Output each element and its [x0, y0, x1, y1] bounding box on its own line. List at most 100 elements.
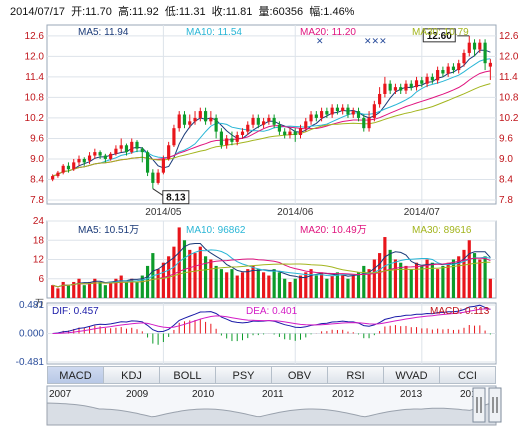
candle-up: [251, 117, 255, 125]
candle-down: [362, 117, 366, 129]
volume-bar-up: [56, 288, 60, 298]
volume-bar-up: [462, 249, 466, 298]
candle-down: [293, 131, 297, 136]
candle-up: [77, 158, 81, 163]
volume-bar-down: [277, 272, 281, 298]
volume-bar-down: [472, 253, 477, 298]
candle-down: [230, 138, 234, 142]
volume-bar-down: [135, 281, 139, 298]
quote-volume: 量:60356: [258, 6, 304, 18]
price-axis-left-label: 7.8: [30, 195, 44, 206]
volume-legend-ma20: MA20: 10.49万: [300, 225, 367, 236]
volume-bar-down: [203, 256, 208, 298]
tab-psy[interactable]: PSY: [216, 366, 272, 384]
volume-bar-down: [214, 265, 218, 298]
volume-bar-up: [425, 259, 429, 298]
volume-bar-up: [446, 262, 450, 298]
tab-cci[interactable]: CCI: [440, 366, 496, 384]
volume-bar-down: [124, 281, 129, 298]
volume-bar-up: [267, 275, 271, 298]
candle-up: [414, 80, 419, 88]
volume-bar-up: [156, 269, 160, 298]
tab-wvad[interactable]: WVAD: [384, 366, 440, 384]
tab-rsi[interactable]: RSI: [328, 366, 384, 384]
volume-bar-down: [314, 275, 318, 298]
candle-up: [488, 62, 492, 67]
volume-bar-up: [404, 265, 408, 298]
price-axis-left-label: 10.2: [25, 113, 45, 124]
volume-axis-label: 12: [33, 255, 45, 266]
volume-bar-up: [288, 281, 292, 298]
candle-up: [87, 155, 92, 161]
candle-down: [472, 42, 477, 50]
volume-bar-down: [325, 278, 329, 298]
candle-down: [145, 152, 150, 173]
overview-year-label: 2007: [49, 389, 72, 400]
ma10-price-line: [52, 58, 491, 177]
candle-down: [430, 76, 434, 81]
event-marker-icon: ✕: [316, 36, 324, 46]
candle-up: [61, 165, 65, 173]
tab-kdj[interactable]: KDJ: [104, 366, 160, 384]
candle-up: [267, 117, 271, 122]
candle-up: [225, 138, 229, 146]
candle-down: [277, 124, 281, 132]
candle-down: [283, 131, 287, 136]
price-legend-ma5: MA5: 11.94: [78, 27, 129, 38]
volume-bar-up: [240, 272, 245, 298]
candle-up: [367, 117, 371, 129]
candle-down: [140, 148, 144, 153]
candle-up: [351, 111, 355, 115]
tab-obv[interactable]: OBV: [272, 366, 328, 384]
event-marker-icon: ✕✕✕: [364, 36, 387, 46]
volume-bar-up: [393, 259, 398, 298]
price-axis-right-label: 11.4: [499, 72, 518, 83]
volume-bar-up: [198, 246, 202, 298]
volume-axis-label: 24: [33, 216, 45, 227]
volume-bar-up: [262, 272, 266, 298]
candle-down: [325, 111, 329, 115]
volume-bar-up: [320, 272, 324, 298]
candle-down: [399, 87, 403, 91]
volume-bar-up: [467, 240, 471, 298]
candle-up: [262, 121, 266, 125]
candle-down: [451, 66, 456, 71]
candle-up: [51, 176, 55, 180]
date-axis-label: 2014/07: [404, 207, 441, 218]
price-axis-left-label: 10.8: [25, 92, 45, 103]
candle-up: [119, 145, 123, 149]
candle-up: [404, 83, 408, 91]
candle-up: [246, 124, 250, 132]
candle-down: [182, 114, 187, 125]
volume-bar-down: [356, 272, 361, 298]
candle-up: [393, 87, 398, 91]
tab-macd[interactable]: MACD: [47, 366, 104, 384]
volume-bar-down: [272, 269, 276, 298]
date-axis-label: 2014/05: [145, 207, 182, 218]
volume-bar-up: [114, 278, 118, 298]
candle-up: [193, 117, 197, 122]
volume-bar-down: [140, 275, 144, 298]
volume-legend-ma10: MA10: 96862: [186, 225, 246, 236]
volume-bar-down: [98, 281, 102, 298]
candle-down: [356, 111, 361, 118]
date-axis-label: 2014/06: [277, 207, 314, 218]
candle-down: [151, 172, 155, 183]
volume-bar-up: [478, 259, 482, 298]
price-panel-frame: [46, 24, 497, 205]
quote-change: 幅:1.46%: [309, 6, 355, 18]
candle-down: [203, 111, 208, 122]
price-legend-ma10: MA10: 11.54: [186, 27, 242, 38]
volume-bar-up: [304, 272, 308, 298]
price-legend-ma20: MA20: 11.20: [300, 27, 356, 38]
candle-down: [219, 131, 223, 146]
macd-axis-label: 0.481: [19, 300, 44, 311]
candle-up: [240, 131, 245, 136]
volume-bar-up: [457, 256, 461, 298]
candle-up: [320, 111, 324, 118]
candle-down: [441, 70, 445, 74]
candle-down: [420, 80, 424, 84]
candle-up: [383, 83, 387, 94]
indicator-tabs: MACD KDJ BOLL PSY OBV RSI WVAD CCI: [47, 366, 496, 384]
tab-boll[interactable]: BOLL: [160, 366, 216, 384]
